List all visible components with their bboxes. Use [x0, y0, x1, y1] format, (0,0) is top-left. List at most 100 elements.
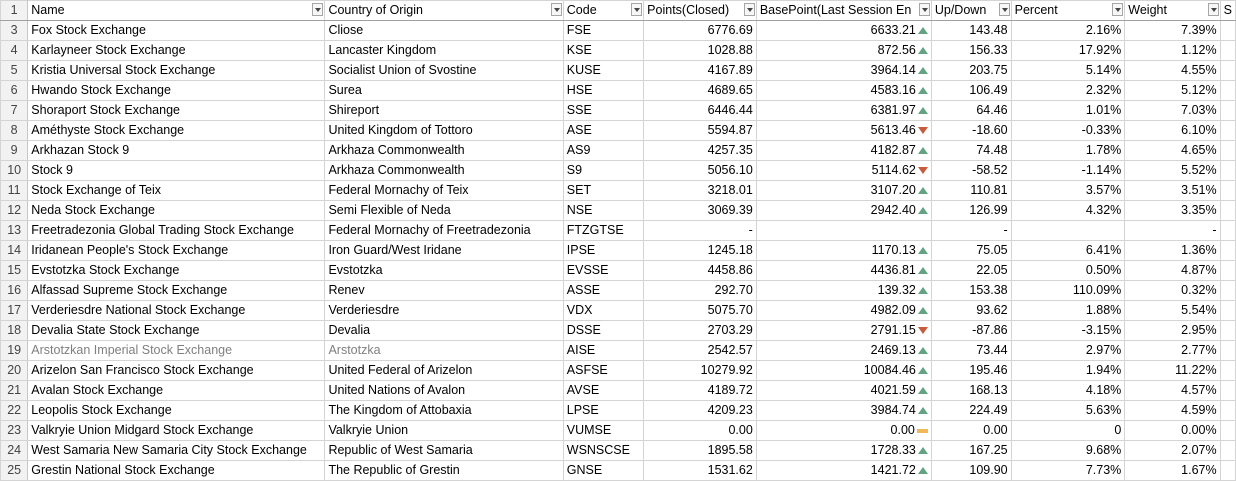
cell-s[interactable] — [1219, 80, 1236, 101]
cell-percent[interactable]: 2.32% — [1010, 80, 1126, 101]
cell-percent[interactable] — [1010, 220, 1126, 241]
row-number[interactable]: 4 — [0, 40, 29, 61]
cell-country[interactable]: Renev — [324, 280, 564, 301]
cell-percent[interactable]: 1.94% — [1010, 360, 1126, 381]
cell-basepoint[interactable]: 1170.13 — [755, 240, 932, 261]
cell-code[interactable]: AS9 — [562, 140, 645, 161]
cell-weight[interactable]: 4.55% — [1124, 60, 1221, 81]
cell-percent[interactable]: 9.68% — [1010, 440, 1126, 461]
cell-updown[interactable]: 0.00 — [930, 420, 1012, 441]
cell-percent[interactable]: 0.50% — [1010, 260, 1126, 281]
cell-weight[interactable]: 0.00% — [1124, 420, 1221, 441]
cell-basepoint[interactable]: 0.00 — [755, 420, 932, 441]
cell-updown[interactable]: 110.81 — [930, 180, 1012, 201]
cell-s[interactable] — [1219, 420, 1236, 441]
cell-code[interactable]: GNSE — [562, 460, 645, 481]
cell-code[interactable]: FTZGTSE — [562, 220, 645, 241]
column-header-basepoint[interactable]: BasePoint(Last Session En — [755, 0, 932, 21]
cell-s[interactable] — [1219, 180, 1236, 201]
cell-updown[interactable]: 74.48 — [930, 140, 1012, 161]
cell-name[interactable]: Verderiesdre National Stock Exchange — [27, 300, 326, 321]
cell-code[interactable]: SSE — [562, 100, 645, 121]
cell-country[interactable]: Verderiesdre — [324, 300, 564, 321]
cell-country[interactable]: Republic of West Samaria — [324, 440, 564, 461]
cell-name[interactable]: Shoraport Stock Exchange — [27, 100, 326, 121]
column-header-country[interactable]: Country of Origin — [324, 0, 564, 21]
cell-points-closed[interactable]: 4167.89 — [643, 60, 757, 81]
column-header-code[interactable]: Code — [562, 0, 645, 21]
cell-basepoint[interactable]: 1728.33 — [755, 440, 932, 461]
cell-weight[interactable]: 4.59% — [1124, 400, 1221, 421]
cell-name[interactable]: Stock 9 — [27, 160, 326, 181]
cell-percent[interactable]: 2.16% — [1010, 20, 1126, 41]
row-number[interactable]: 23 — [0, 420, 29, 441]
cell-weight[interactable]: 7.39% — [1124, 20, 1221, 41]
cell-name[interactable]: Arizelon San Francisco Stock Exchange — [27, 360, 326, 381]
cell-updown[interactable]: 75.05 — [930, 240, 1012, 261]
filter-dropdown-icon[interactable] — [1112, 3, 1124, 16]
row-number[interactable]: 21 — [0, 380, 29, 401]
row-number[interactable]: 20 — [0, 360, 29, 381]
cell-percent[interactable]: 5.63% — [1010, 400, 1126, 421]
cell-code[interactable]: HSE — [562, 80, 645, 101]
cell-code[interactable]: SET — [562, 180, 645, 201]
cell-country[interactable]: Devalia — [324, 320, 564, 341]
row-number[interactable]: 9 — [0, 140, 29, 161]
cell-basepoint[interactable]: 6633.21 — [755, 20, 932, 41]
cell-country[interactable]: Federal Mornachy of Freetradezonia — [324, 220, 564, 241]
cell-basepoint[interactable]: 139.32 — [755, 280, 932, 301]
filter-dropdown-icon[interactable] — [1207, 3, 1219, 16]
cell-name[interactable]: Stock Exchange of Teix — [27, 180, 326, 201]
cell-points-closed[interactable]: 5594.87 — [643, 120, 757, 141]
cell-country[interactable]: Semi Flexible of Neda — [324, 200, 564, 221]
cell-country[interactable]: United Kingdom of Tottoro — [324, 120, 564, 141]
cell-basepoint[interactable]: 5613.46 — [755, 120, 932, 141]
cell-country[interactable]: Iron Guard/West Iridane — [324, 240, 564, 261]
column-header-points-closed[interactable]: Points(Closed) — [643, 0, 757, 21]
row-number[interactable]: 10 — [0, 160, 29, 181]
cell-s[interactable] — [1219, 460, 1236, 481]
cell-name[interactable]: Neda Stock Exchange — [27, 200, 326, 221]
cell-s[interactable] — [1219, 340, 1236, 361]
cell-s[interactable] — [1219, 300, 1236, 321]
filter-dropdown-icon[interactable] — [743, 3, 755, 16]
cell-country[interactable]: United Nations of Avalon — [324, 380, 564, 401]
cell-country[interactable]: Surea — [324, 80, 564, 101]
cell-weight[interactable]: 1.67% — [1124, 460, 1221, 481]
cell-updown[interactable]: -87.86 — [930, 320, 1012, 341]
cell-weight[interactable]: 3.51% — [1124, 180, 1221, 201]
cell-updown[interactable]: 126.99 — [930, 200, 1012, 221]
cell-percent[interactable]: 4.32% — [1010, 200, 1126, 221]
cell-percent[interactable]: 17.92% — [1010, 40, 1126, 61]
row-number[interactable]: 6 — [0, 80, 29, 101]
row-number[interactable]: 19 — [0, 340, 29, 361]
cell-basepoint[interactable]: 3107.20 — [755, 180, 932, 201]
cell-points-closed[interactable]: 2703.29 — [643, 320, 757, 341]
cell-basepoint[interactable]: 10084.46 — [755, 360, 932, 381]
cell-points-closed[interactable]: 6446.44 — [643, 100, 757, 121]
cell-basepoint[interactable]: 4583.16 — [755, 80, 932, 101]
cell-country[interactable]: Socialist Union of Svostine — [324, 60, 564, 81]
cell-percent[interactable]: -3.15% — [1010, 320, 1126, 341]
cell-name[interactable]: Alfassad Supreme Stock Exchange — [27, 280, 326, 301]
cell-name[interactable]: Leopolis Stock Exchange — [27, 400, 326, 421]
cell-basepoint[interactable]: 2469.13 — [755, 340, 932, 361]
cell-points-closed[interactable]: - — [643, 220, 757, 241]
cell-code[interactable]: S9 — [562, 160, 645, 181]
row-number[interactable]: 17 — [0, 300, 29, 321]
cell-basepoint[interactable]: 872.56 — [755, 40, 932, 61]
cell-code[interactable]: KUSE — [562, 60, 645, 81]
cell-updown[interactable]: 22.05 — [930, 260, 1012, 281]
cell-code[interactable]: ASSE — [562, 280, 645, 301]
cell-basepoint[interactable]: 4982.09 — [755, 300, 932, 321]
cell-weight[interactable]: 2.95% — [1124, 320, 1221, 341]
cell-s[interactable] — [1219, 440, 1236, 461]
row-number[interactable]: 12 — [0, 200, 29, 221]
cell-code[interactable]: AISE — [562, 340, 645, 361]
cell-code[interactable]: VDX — [562, 300, 645, 321]
cell-basepoint[interactable]: 2942.40 — [755, 200, 932, 221]
cell-updown[interactable]: - — [930, 220, 1012, 241]
cell-points-closed[interactable]: 1028.88 — [643, 40, 757, 61]
cell-weight[interactable]: 11.22% — [1124, 360, 1221, 381]
filter-dropdown-icon[interactable] — [631, 3, 643, 16]
